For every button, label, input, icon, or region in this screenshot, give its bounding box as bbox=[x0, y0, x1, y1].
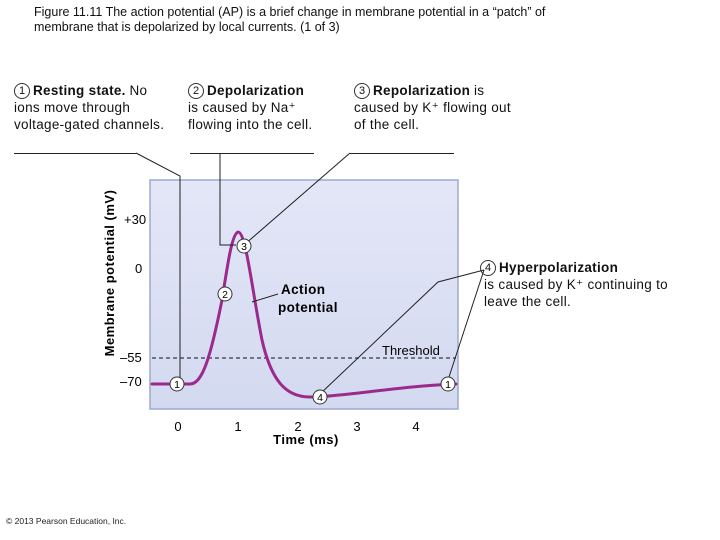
x-tick-0: 0 bbox=[174, 419, 181, 434]
step-number-badge: 4 bbox=[480, 260, 496, 276]
stage-description: is caused by K⁺ flowing out of the cell. bbox=[354, 83, 511, 132]
y-tick-plus30: +30 bbox=[124, 212, 146, 227]
y-tick-minus70: –70 bbox=[120, 374, 142, 389]
caption-line-1: Figure 11.11 The action potential (AP) i… bbox=[34, 5, 546, 19]
stage-label-depolarization: 2 Depolarization is caused by Na⁺ flowing… bbox=[188, 82, 338, 133]
curve-label-line-1: Action bbox=[281, 282, 325, 297]
leader-line-2 bbox=[219, 153, 236, 246]
threshold-label: Threshold bbox=[382, 343, 440, 358]
stage-label-resting: 1 Resting state. No ions move through vol… bbox=[14, 82, 174, 133]
leader-line-3 bbox=[243, 152, 351, 246]
marker-number: 1 bbox=[445, 379, 451, 391]
marker-number: 2 bbox=[222, 289, 228, 301]
marker-1-left: 1 bbox=[169, 376, 185, 392]
curve-label-line-2: potential bbox=[278, 300, 338, 315]
label-underline-2 bbox=[190, 153, 314, 154]
stage-title: Resting state. bbox=[33, 83, 126, 98]
stage-title: Depolarization bbox=[207, 83, 305, 98]
y-axis-label: Membrane potential (mV) bbox=[102, 190, 117, 357]
y-tick-0: 0 bbox=[135, 261, 142, 276]
leader-line-1 bbox=[135, 152, 181, 382]
stage-title: Hyperpolarization bbox=[499, 260, 619, 275]
x-tick-4: 4 bbox=[412, 419, 419, 434]
graph-panel bbox=[149, 179, 459, 410]
marker-3: 3 bbox=[236, 238, 252, 254]
stage-label-repolarization: 3 Repolarization is caused by K⁺ flowing … bbox=[354, 82, 519, 133]
x-tick-3: 3 bbox=[353, 419, 360, 434]
stage-description: is caused by K⁺ continuing to leave the … bbox=[484, 277, 668, 309]
step-number-badge: 1 bbox=[14, 83, 30, 99]
marker-number: 4 bbox=[317, 392, 323, 404]
stage-title: Repolarization bbox=[373, 83, 471, 98]
marker-number: 3 bbox=[241, 241, 247, 253]
stage-description: No ions move through voltage-gated chann… bbox=[14, 83, 165, 132]
action-potential-curve bbox=[150, 230, 458, 399]
label-underline-3 bbox=[350, 153, 454, 154]
copyright-notice: © 2013 Pearson Education, Inc. bbox=[6, 516, 127, 526]
leader-line-4 bbox=[319, 269, 485, 395]
figure-caption: Figure 11.11 The action potential (AP) i… bbox=[34, 5, 674, 35]
marker-1-right: 1 bbox=[440, 376, 456, 392]
x-tick-2: 2 bbox=[294, 419, 301, 434]
y-tick-minus55: –55 bbox=[120, 350, 142, 365]
step-number-badge: 2 bbox=[188, 83, 204, 99]
stage-description: is caused by Na⁺ flowing into the cell. bbox=[188, 100, 313, 132]
marker-number: 1 bbox=[174, 379, 180, 391]
stage-label-hyperpolarization: 4 Hyperpolarization is caused by K⁺ conti… bbox=[480, 259, 694, 310]
x-tick-1: 1 bbox=[234, 419, 241, 434]
marker-2: 2 bbox=[217, 286, 233, 302]
x-axis-label: Time (ms) bbox=[273, 432, 339, 447]
leader-line-4b bbox=[447, 269, 485, 381]
label-underline-1 bbox=[14, 153, 136, 154]
marker-4: 4 bbox=[312, 389, 328, 405]
action-potential-pointer bbox=[251, 293, 279, 303]
caption-line-2: membrane that is depolarized by local cu… bbox=[34, 20, 340, 34]
